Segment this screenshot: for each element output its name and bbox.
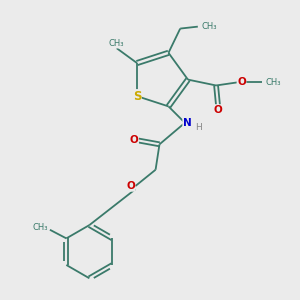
Text: O: O [126, 181, 135, 191]
Text: S: S [133, 90, 141, 103]
Text: CH₃: CH₃ [265, 78, 280, 87]
Text: O: O [237, 77, 246, 87]
Text: CH₃: CH₃ [32, 223, 48, 232]
Text: H: H [195, 123, 202, 132]
Text: O: O [214, 105, 222, 115]
Text: N: N [183, 118, 192, 128]
Text: O: O [130, 135, 138, 146]
Text: CH₃: CH₃ [201, 22, 217, 31]
Text: CH₃: CH₃ [108, 39, 124, 48]
